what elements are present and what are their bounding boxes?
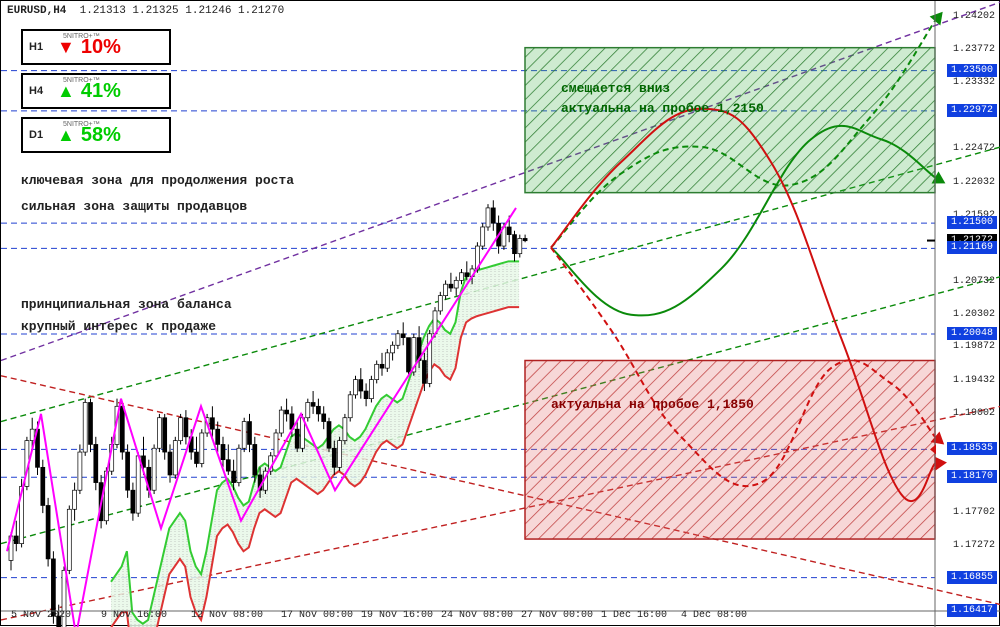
price-level-label: 1.20048: [947, 327, 997, 340]
y-tick: 1.19002: [953, 408, 995, 419]
x-tick: 5 Nov 2020: [11, 610, 71, 621]
chart-title: EURUSD,H4 1.21313 1.21325 1.21246 1.2127…: [7, 5, 284, 17]
x-tick: 24 Nov 08:00: [441, 610, 513, 621]
annotation-text: крупный интерес к продаже: [21, 319, 216, 334]
y-tick: 1.23332: [953, 77, 995, 88]
indicator-label: 5NITRO+™: [63, 121, 100, 128]
indicator-tf: H4: [29, 85, 47, 97]
y-tick: 1.23772: [953, 44, 995, 55]
price-level-label: 1.18170: [947, 470, 997, 483]
x-tick: 17 Nov 00:00: [281, 610, 353, 621]
indicator-tf: H1: [29, 41, 47, 53]
y-tick: 1.17272: [953, 540, 995, 551]
price-level-label: 1.16855: [947, 571, 997, 584]
indicator-d1: D15NITRO+™▲58%: [21, 117, 171, 153]
zone-annotation: актуальна на пробое 1,1850: [551, 397, 754, 412]
indicator-label: 5NITRO+™: [63, 33, 100, 40]
price-level-label: 1.21500: [947, 216, 997, 229]
y-tick: 1.20732: [953, 276, 995, 287]
price-level-label: 1.23500: [947, 64, 997, 77]
x-tick: 4 Dec 08:00: [681, 610, 747, 621]
x-tick: 9 Nov 16:00: [101, 610, 167, 621]
y-tick: 1.22032: [953, 177, 995, 188]
y-tick: 1.17702: [953, 507, 995, 518]
annotation-text: сильная зона защиты продавцов: [21, 199, 247, 214]
indicator-tf: D1: [29, 129, 47, 141]
annotation-text: принципиальная зона баланса: [21, 297, 232, 312]
zone-annotation: актуальна на пробое 1,2150: [561, 101, 764, 116]
price-level-label: 1.18535: [947, 442, 997, 455]
y-tick: 1.19432: [953, 375, 995, 386]
zone-annotation: смещается вниз: [561, 81, 670, 96]
y-tick: 1.19872: [953, 341, 995, 352]
price-level-label: 1.21169: [947, 241, 997, 254]
y-tick: 1.22472: [953, 143, 995, 154]
indicator-h1: H15NITRO+™▼10%: [21, 29, 171, 65]
x-tick: 1 Dec 16:00: [601, 610, 667, 621]
x-tick: 19 Nov 16:00: [361, 610, 433, 621]
y-tick: 1.24202: [953, 11, 995, 22]
price-level-label: 1.22972: [947, 104, 997, 117]
annotation-text: ключевая зона для продолжения роста: [21, 173, 294, 188]
indicator-label: 5NITRO+™: [63, 77, 100, 84]
indicator-h4: H45NITRO+™▲41%: [21, 73, 171, 109]
x-tick: 12 Nov 08:00: [191, 610, 263, 621]
price-level-label: 1.16417: [947, 604, 997, 617]
y-tick: 1.20302: [953, 309, 995, 320]
x-tick: 27 Nov 00:00: [521, 610, 593, 621]
